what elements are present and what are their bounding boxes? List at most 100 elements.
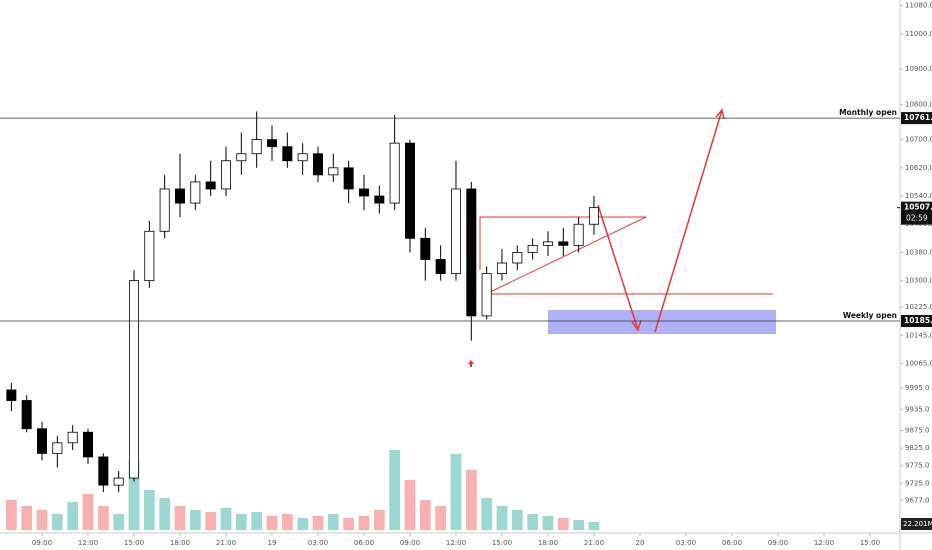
volume-bar	[435, 506, 447, 530]
candle-body	[496, 262, 507, 274]
x-tick-label: 09:00	[768, 539, 788, 547]
y-tick-label: 10900.0	[905, 65, 932, 73]
volume-bar	[573, 520, 585, 530]
x-tick-label: 18:00	[170, 539, 190, 547]
x-tick-label: 21:00	[584, 539, 604, 547]
candle-body	[159, 188, 170, 232]
y-tick-label: 9677.0	[905, 496, 930, 504]
x-tick-label: 03:00	[308, 539, 328, 547]
volume-bar	[511, 510, 523, 530]
candle-body	[573, 223, 584, 246]
volume-bar	[419, 500, 431, 530]
volume-bar	[496, 506, 508, 530]
candle-body	[144, 230, 155, 282]
x-tick-label: 18:00	[538, 539, 558, 547]
volume-bar	[266, 516, 278, 530]
candle-body	[266, 139, 277, 148]
volume-bar	[143, 490, 155, 530]
candle-body	[542, 241, 553, 246]
volume-bar	[220, 508, 232, 530]
volume-bar	[205, 512, 217, 530]
drawings	[468, 108, 776, 367]
volume-bar	[481, 498, 493, 530]
y-tick-label: 10700.0	[905, 136, 932, 144]
volume-bar	[5, 500, 17, 530]
target-zone	[548, 310, 776, 334]
volume-bar	[82, 494, 94, 530]
x-tick-label: 09:00	[32, 539, 52, 547]
candle-body	[312, 153, 323, 176]
x-tick-label: 20	[636, 539, 645, 547]
level-box	[901, 315, 932, 328]
candle-body	[450, 188, 461, 274]
candle-body	[435, 259, 446, 274]
y-tick-label: 9725.0	[905, 479, 930, 487]
level-name: Weekly open	[843, 311, 897, 320]
volume-bar	[450, 454, 462, 530]
candle-body	[343, 167, 354, 190]
candle-body	[374, 195, 385, 204]
x-tick-label: 15:00	[124, 539, 144, 547]
candle-body	[98, 456, 109, 486]
y-tick-label: 10225.0	[905, 303, 932, 311]
candle-body	[251, 139, 262, 155]
candle-body	[527, 244, 538, 253]
candle-body	[404, 142, 415, 239]
current-price-label: 10507.0	[904, 203, 932, 212]
volume-bar	[174, 506, 186, 530]
volume-bar	[97, 506, 109, 530]
y-tick-label: 11080.0	[905, 2, 932, 10]
candle-body	[558, 241, 569, 246]
volume-bar	[343, 518, 355, 530]
volume-bar	[358, 516, 370, 530]
level-label: 10185.5	[904, 316, 932, 325]
volume-bar	[251, 512, 263, 530]
volume-bar	[373, 510, 385, 530]
candle-body	[588, 207, 599, 225]
y-tick-label: 10145.0	[905, 331, 932, 339]
price-box	[901, 201, 932, 225]
volume-bar	[36, 510, 48, 530]
candle-body	[83, 431, 94, 458]
countdown: 02:59	[906, 214, 928, 223]
y-tick-label: 10380.0	[905, 248, 932, 256]
y-tick-label: 9775.0	[905, 462, 930, 470]
volume-bar	[312, 516, 324, 530]
candle-body	[466, 188, 477, 317]
candle-body	[190, 181, 201, 204]
y-tick-label: 11000.0	[905, 30, 932, 38]
volume-bar	[189, 510, 201, 530]
y-tick-label: 9825.0	[905, 444, 930, 452]
y-tick-label: 10620.0	[905, 164, 932, 172]
volume-bar	[159, 498, 171, 530]
candle-body	[113, 477, 124, 486]
volume-bar	[404, 480, 416, 530]
volume-bar	[465, 470, 477, 530]
y-tick-label: 10065.0	[905, 359, 932, 367]
candle-body	[236, 153, 247, 162]
candle-body	[389, 142, 400, 204]
volume-bar	[588, 522, 600, 530]
volume-bar	[128, 460, 140, 530]
x-tick-label: 19	[268, 539, 277, 547]
candle-body	[21, 400, 32, 430]
y-tick-label: 9995.0	[905, 384, 930, 392]
x-tick-label: 15:00	[492, 539, 512, 547]
volume-bar	[21, 506, 33, 530]
candle-body	[67, 431, 78, 444]
triangle	[479, 216, 647, 294]
volume-bar	[235, 514, 247, 530]
y-tick-label: 9935.0	[905, 405, 930, 413]
level-name: Monthly open	[839, 108, 897, 117]
volume-bar	[297, 518, 309, 530]
candle-body	[420, 237, 431, 260]
arrow-down	[597, 204, 639, 331]
x-tick-label: 06:00	[354, 539, 374, 547]
candle-body	[175, 188, 185, 204]
x-tick-label: 09:00	[400, 539, 420, 547]
x-tick-label: 21:00	[216, 539, 236, 547]
y-tick-label: 10800.0	[905, 100, 932, 108]
candle-body	[358, 188, 369, 197]
volume-bar	[527, 514, 539, 530]
x-tick-label: 12:00	[446, 539, 466, 547]
